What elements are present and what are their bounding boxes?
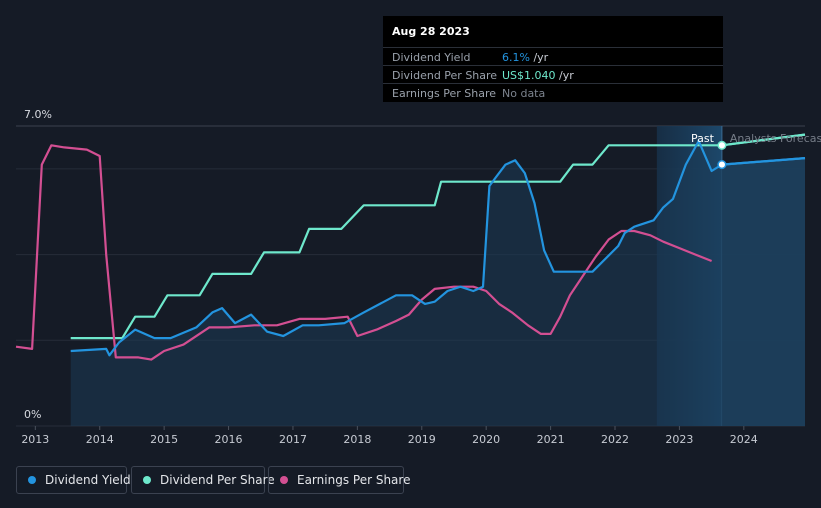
legend-item-earnings-per-share[interactable]: Earnings Per Share xyxy=(268,466,410,494)
x-tick-label: 2013 xyxy=(21,433,49,446)
today-markers xyxy=(717,140,727,170)
x-tick-label: 2021 xyxy=(537,433,565,446)
tooltip-value: No data xyxy=(502,87,546,100)
dividend-yield-area xyxy=(70,141,805,426)
line-earnings-per-share xyxy=(15,144,713,361)
x-tick-label: 2023 xyxy=(665,433,693,446)
hover-tooltip: Aug 28 2023 Dividend Yield 6.1% /yr Divi… xyxy=(383,16,723,102)
x-tick-label: 2014 xyxy=(86,433,114,446)
x-tick-label: 2019 xyxy=(408,433,436,446)
legend-item-dividend-yield[interactable]: Dividend Yield xyxy=(16,466,131,494)
x-tick-label: 2016 xyxy=(215,433,243,446)
x-tick-label: 2024 xyxy=(730,433,758,446)
series-lines xyxy=(15,133,806,361)
yield-area xyxy=(70,141,805,426)
x-tick-label: 2018 xyxy=(343,433,371,446)
legend-label: Dividend Per Share xyxy=(160,473,275,487)
tooltip-unit: /yr xyxy=(555,69,574,82)
x-tick-label: 2015 xyxy=(150,433,178,446)
tooltip-value: 6.1% xyxy=(502,51,530,64)
tooltip-unit: /yr xyxy=(529,51,549,64)
x-axis: 2013 2014 2015 2016 2017 2018 2019 2020 2021 2022… xyxy=(21,426,758,446)
y-axis-top-label: 7.0% xyxy=(24,108,52,121)
forecast-dividend-yield xyxy=(721,157,806,166)
marker-dividend-yield xyxy=(717,160,727,170)
legend-label: Earnings Per Share xyxy=(297,473,411,487)
x-tick-label: 2022 xyxy=(601,433,629,446)
tooltip-label: Dividend Per Share xyxy=(392,69,498,82)
forecast-yield-area xyxy=(721,158,805,426)
legend-item-dividend-per-share[interactable]: Dividend Per Share xyxy=(131,466,275,494)
tooltip-row-earnings-per-share: Earnings Per Share No data xyxy=(383,83,723,102)
legend-dot-icon xyxy=(28,476,36,484)
tooltip-row-dividend-yield: Dividend Yield 6.1% /yr xyxy=(383,47,723,66)
x-tick-label: 2020 xyxy=(472,433,500,446)
x-tick-label: 2017 xyxy=(279,433,307,446)
forecast-dividend-per-share xyxy=(721,133,806,147)
legend-label: Dividend Yield xyxy=(45,473,131,487)
tooltip-label: Earnings Per Share xyxy=(392,87,497,100)
past-region-label: Past xyxy=(691,132,715,145)
forecast-region-label: Analysts Forecasts xyxy=(730,132,821,145)
tooltip-value: US$1.040 xyxy=(502,69,556,82)
line-dividend-yield xyxy=(70,139,806,357)
tooltip-date: Aug 28 2023 xyxy=(392,25,470,38)
legend-dot-icon xyxy=(143,476,151,484)
tooltip-label: Dividend Yield xyxy=(392,51,471,64)
tooltip-row-dividend-per-share: Dividend Per Share US$1.040 /yr xyxy=(383,65,723,84)
line-dividend-per-share xyxy=(70,133,806,340)
y-axis-bottom-label: 0% xyxy=(24,408,41,421)
marker-dividend-per-share xyxy=(717,140,727,150)
legend-dot-icon xyxy=(280,476,288,484)
